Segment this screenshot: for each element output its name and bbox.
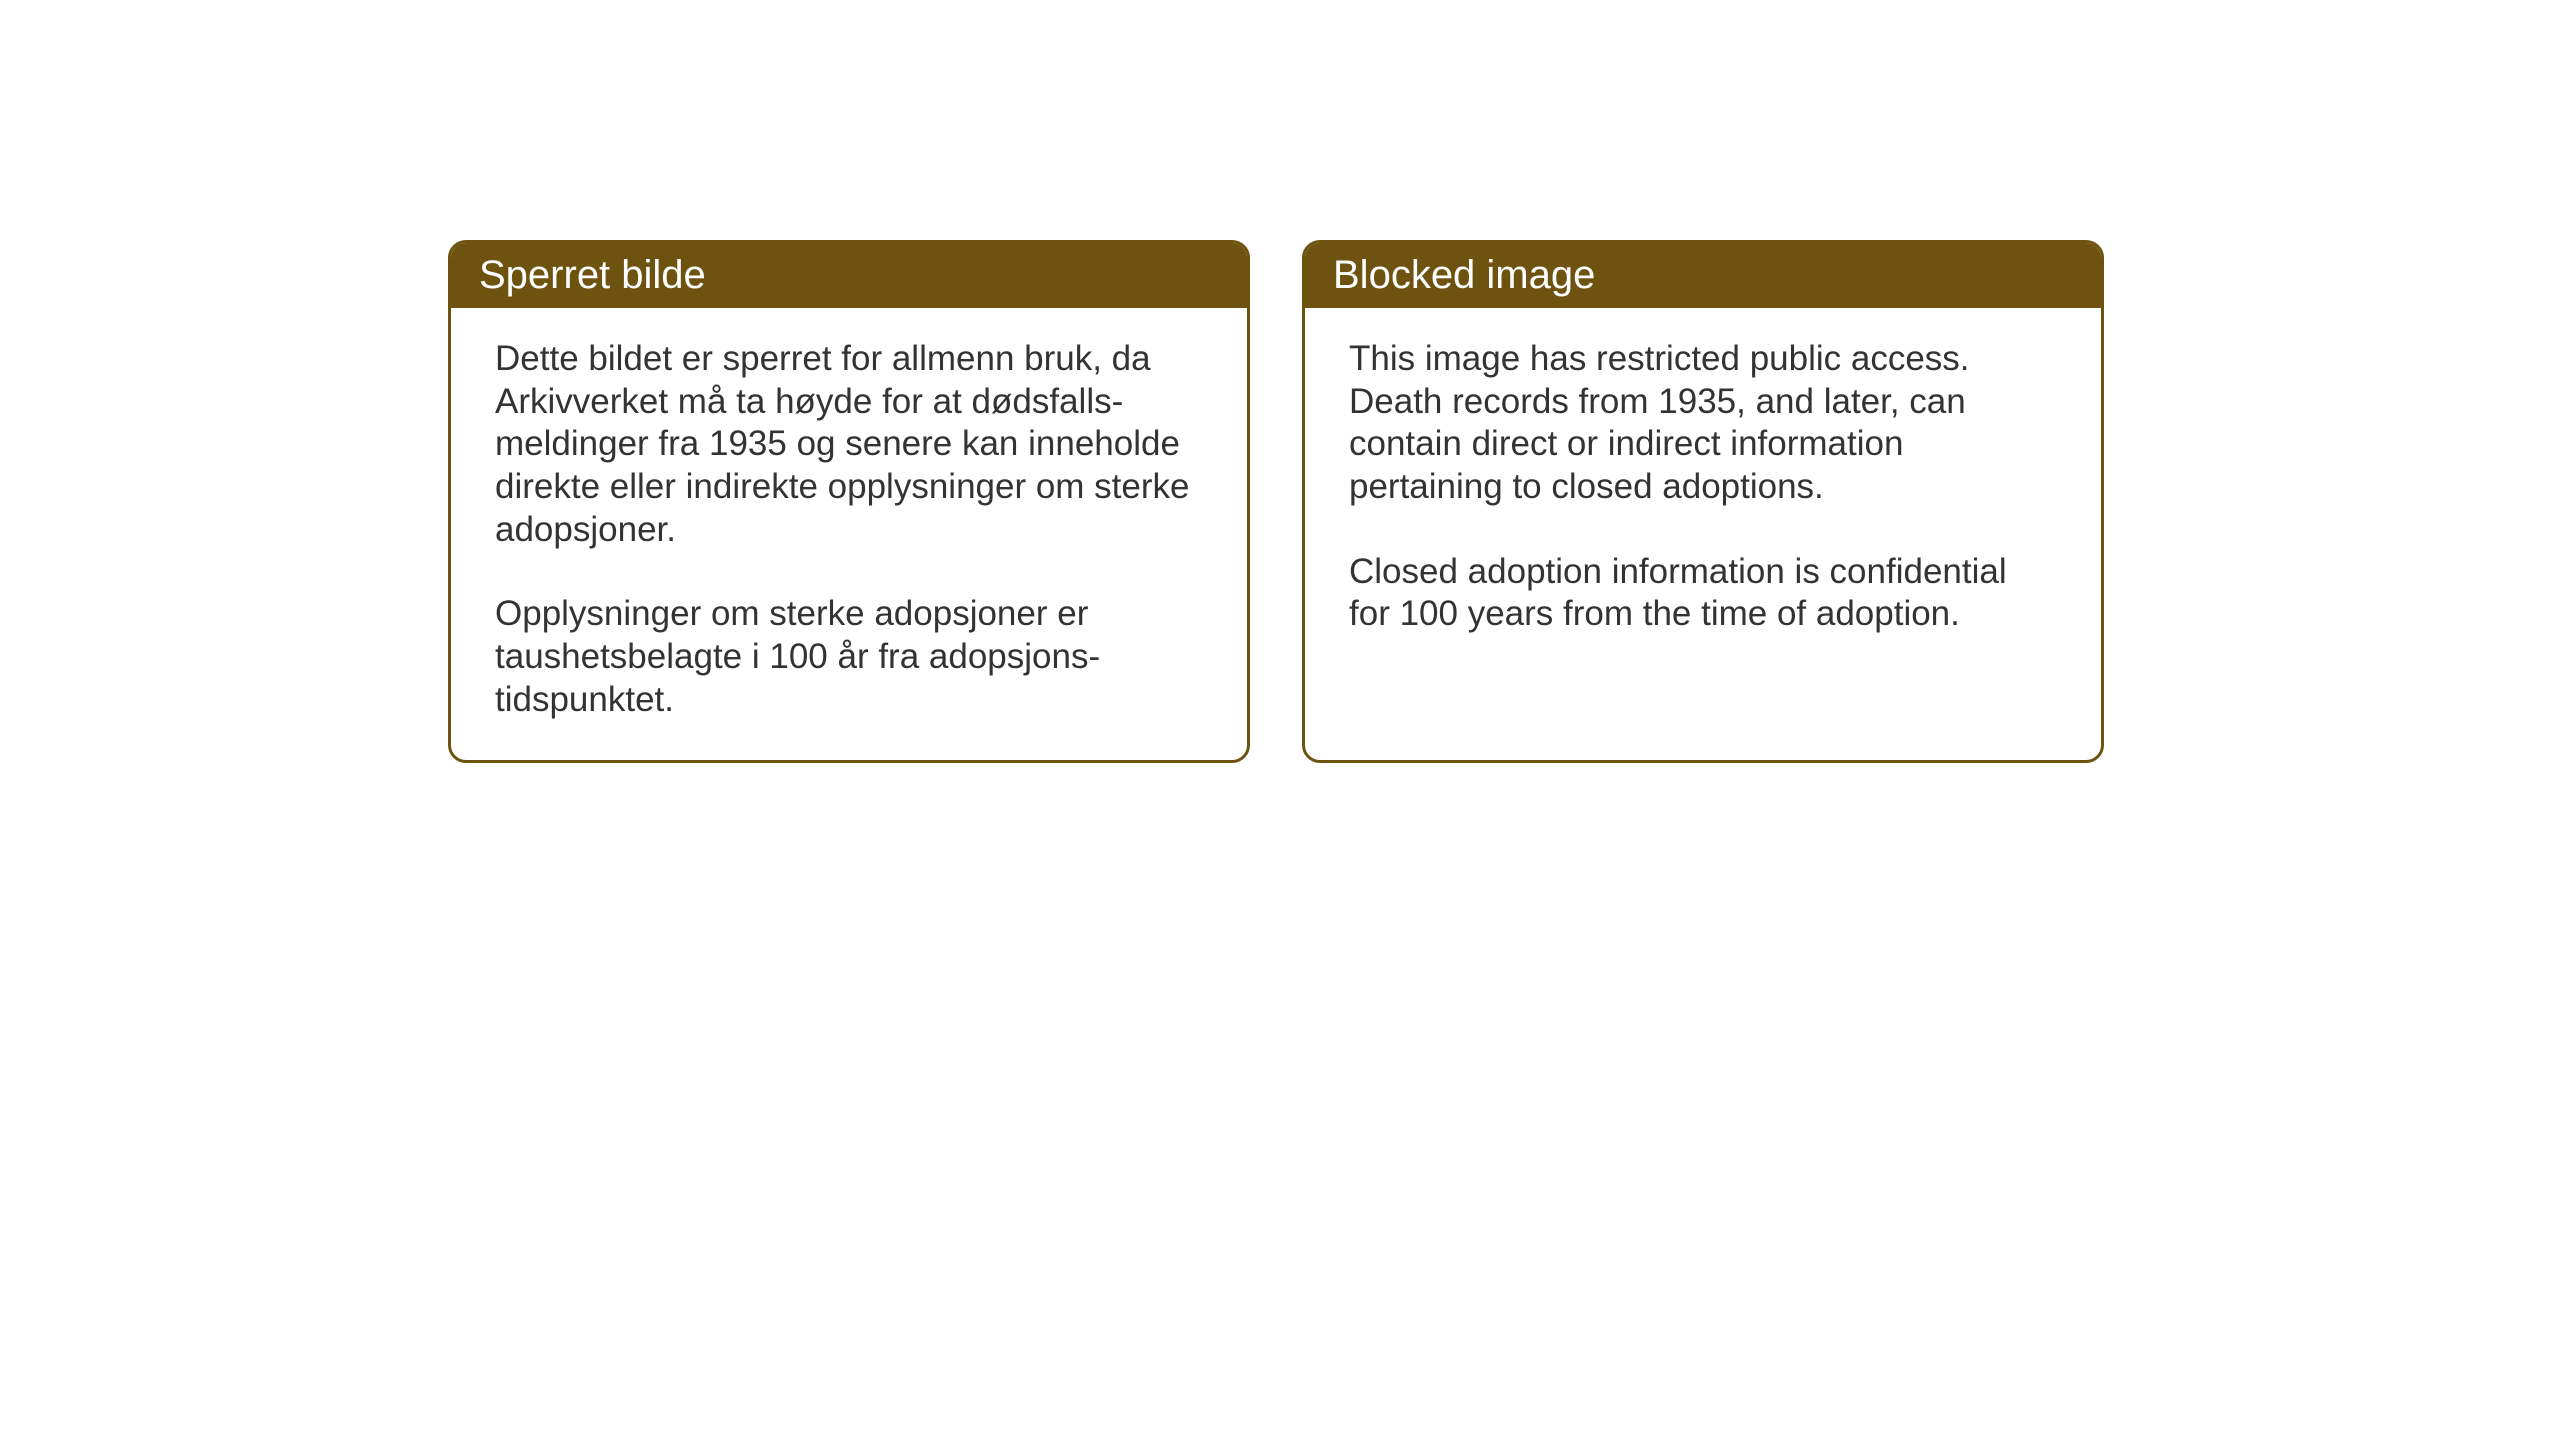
notice-header-english: Blocked image: [1305, 243, 2101, 308]
notice-title-english: Blocked image: [1333, 253, 1595, 297]
notice-paragraph-1-norwegian: Dette bildet er sperret for allmenn bruk…: [495, 338, 1203, 551]
notice-card-english: Blocked image This image has restricted …: [1302, 240, 2104, 763]
notice-paragraph-2-english: Closed adoption information is confident…: [1349, 551, 2057, 636]
notice-body-english: This image has restricted public access.…: [1305, 308, 2101, 674]
notice-title-norwegian: Sperret bilde: [479, 253, 706, 297]
notice-paragraph-2-norwegian: Opplysninger om sterke adopsjoner er tau…: [495, 593, 1203, 721]
notice-card-norwegian: Sperret bilde Dette bildet er sperret fo…: [448, 240, 1250, 763]
notice-container: Sperret bilde Dette bildet er sperret fo…: [448, 240, 2104, 763]
notice-paragraph-1-english: This image has restricted public access.…: [1349, 338, 2057, 509]
notice-header-norwegian: Sperret bilde: [451, 243, 1247, 308]
notice-body-norwegian: Dette bildet er sperret for allmenn bruk…: [451, 308, 1247, 760]
